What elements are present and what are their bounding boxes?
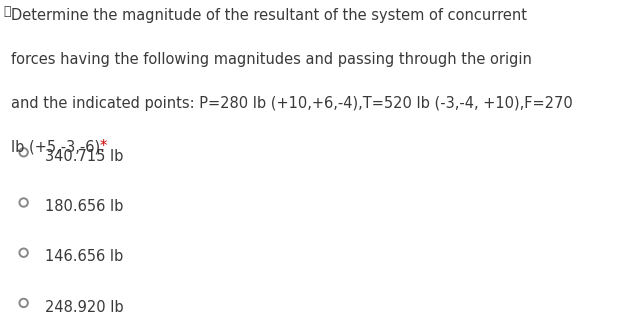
Text: 146.656 lb: 146.656 lb xyxy=(45,249,123,264)
Text: lb (+5,-3,-6).: lb (+5,-3,-6). xyxy=(11,139,109,154)
Text: forces having the following magnitudes and passing through the origin: forces having the following magnitudes a… xyxy=(11,52,532,67)
Text: *: * xyxy=(100,139,107,154)
Text: 180.656 lb: 180.656 lb xyxy=(45,199,123,214)
Text: 340.715 lb: 340.715 lb xyxy=(45,149,123,164)
Text: and the indicated points: P=280 lb (+10,+6,-4),T=520 lb (-3,-4, +10),F=270: and the indicated points: P=280 lb (+10,… xyxy=(11,96,573,110)
Text: Determine the magnitude of the resultant of the system of concurrent: Determine the magnitude of the resultant… xyxy=(11,8,527,23)
Text: 248.920 lb: 248.920 lb xyxy=(45,300,123,315)
Text: ⮡: ⮡ xyxy=(4,5,11,18)
